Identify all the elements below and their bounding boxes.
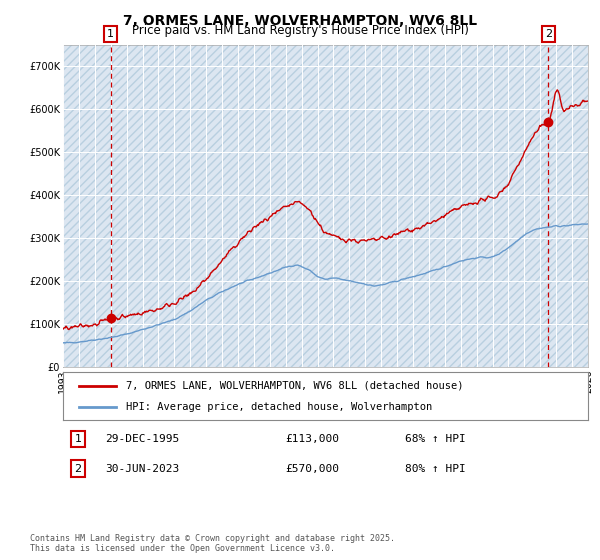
Text: 1: 1 [107, 29, 114, 39]
Text: 29-DEC-1995: 29-DEC-1995 [105, 434, 179, 444]
Text: 30-JUN-2023: 30-JUN-2023 [105, 464, 179, 474]
Text: Price paid vs. HM Land Registry's House Price Index (HPI): Price paid vs. HM Land Registry's House … [131, 24, 469, 36]
Text: 2: 2 [74, 464, 82, 474]
Text: HPI: Average price, detached house, Wolverhampton: HPI: Average price, detached house, Wolv… [126, 402, 432, 412]
Text: £113,000: £113,000 [285, 434, 339, 444]
Text: 7, ORMES LANE, WOLVERHAMPTON, WV6 8LL (detached house): 7, ORMES LANE, WOLVERHAMPTON, WV6 8LL (d… [126, 381, 464, 391]
Text: 1: 1 [74, 434, 82, 444]
Text: Contains HM Land Registry data © Crown copyright and database right 2025.
This d: Contains HM Land Registry data © Crown c… [30, 534, 395, 553]
Text: 68% ↑ HPI: 68% ↑ HPI [405, 434, 466, 444]
Text: 2: 2 [545, 29, 552, 39]
Text: £570,000: £570,000 [285, 464, 339, 474]
Text: 80% ↑ HPI: 80% ↑ HPI [405, 464, 466, 474]
Text: 7, ORMES LANE, WOLVERHAMPTON, WV6 8LL: 7, ORMES LANE, WOLVERHAMPTON, WV6 8LL [123, 14, 477, 28]
